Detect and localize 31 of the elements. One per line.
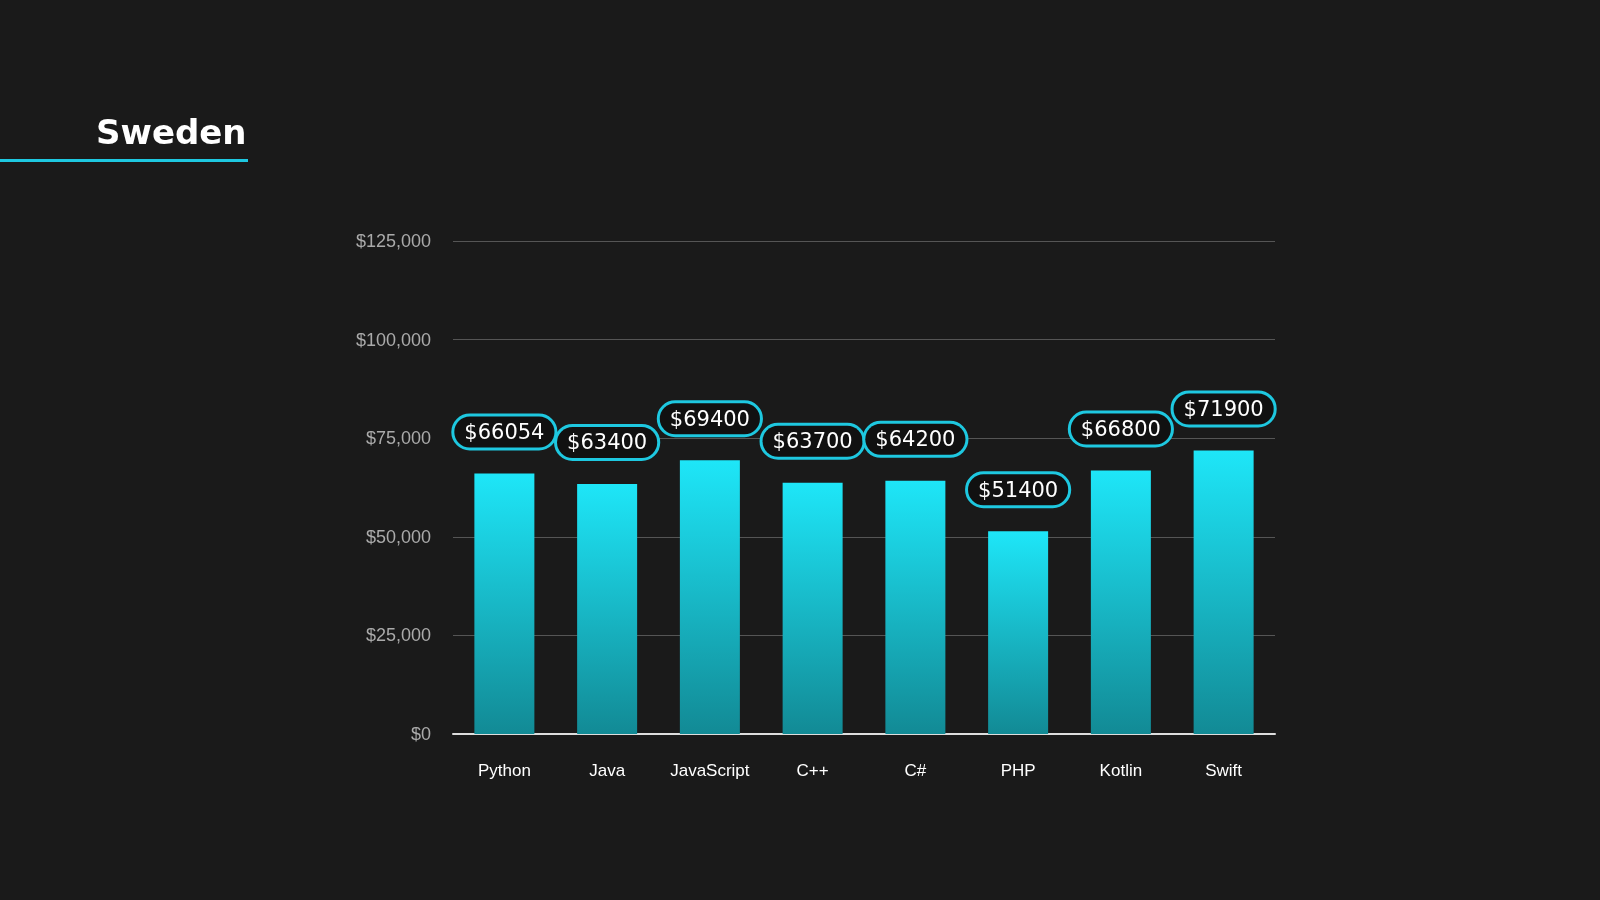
text: Sweden — [0, 112, 248, 162]
x-tick-label: C# — [904, 761, 927, 780]
bar — [1193, 450, 1254, 734]
x-tick-label: C++ — [796, 761, 829, 780]
x-tick-label: PHP — [1000, 761, 1036, 780]
y-tick-label: $50,000 — [365, 526, 431, 547]
data-label: $66800 — [1080, 417, 1161, 442]
bar — [1090, 470, 1151, 734]
x-tick-label: Swift — [1205, 761, 1243, 780]
data-label: $71900 — [1183, 396, 1264, 421]
bar — [679, 460, 740, 734]
x-tick-label: Python — [477, 761, 531, 780]
data-label: $63700 — [772, 429, 853, 454]
bar — [885, 480, 946, 734]
data-label: $51400 — [978, 477, 1059, 502]
data-label: $63400 — [567, 430, 648, 455]
x-tick-label: JavaScript — [670, 761, 750, 780]
x-tick-label: Kotlin — [1099, 761, 1143, 780]
y-tick-label: $0 — [410, 724, 431, 744]
bar — [988, 531, 1049, 734]
data-label: $64200 — [875, 427, 956, 452]
y-tick-label: $25,000 — [365, 625, 431, 646]
y-tick-label: $75,000 — [365, 428, 431, 449]
bar — [577, 483, 638, 734]
bar — [474, 473, 535, 734]
x-tick-label: Java — [589, 761, 626, 780]
y-tick-label: $125,000 — [355, 231, 431, 251]
y-tick-label: $100,000 — [355, 329, 431, 350]
bar — [782, 482, 843, 734]
data-label: $66054 — [464, 419, 545, 444]
data-label: $69400 — [669, 406, 750, 431]
